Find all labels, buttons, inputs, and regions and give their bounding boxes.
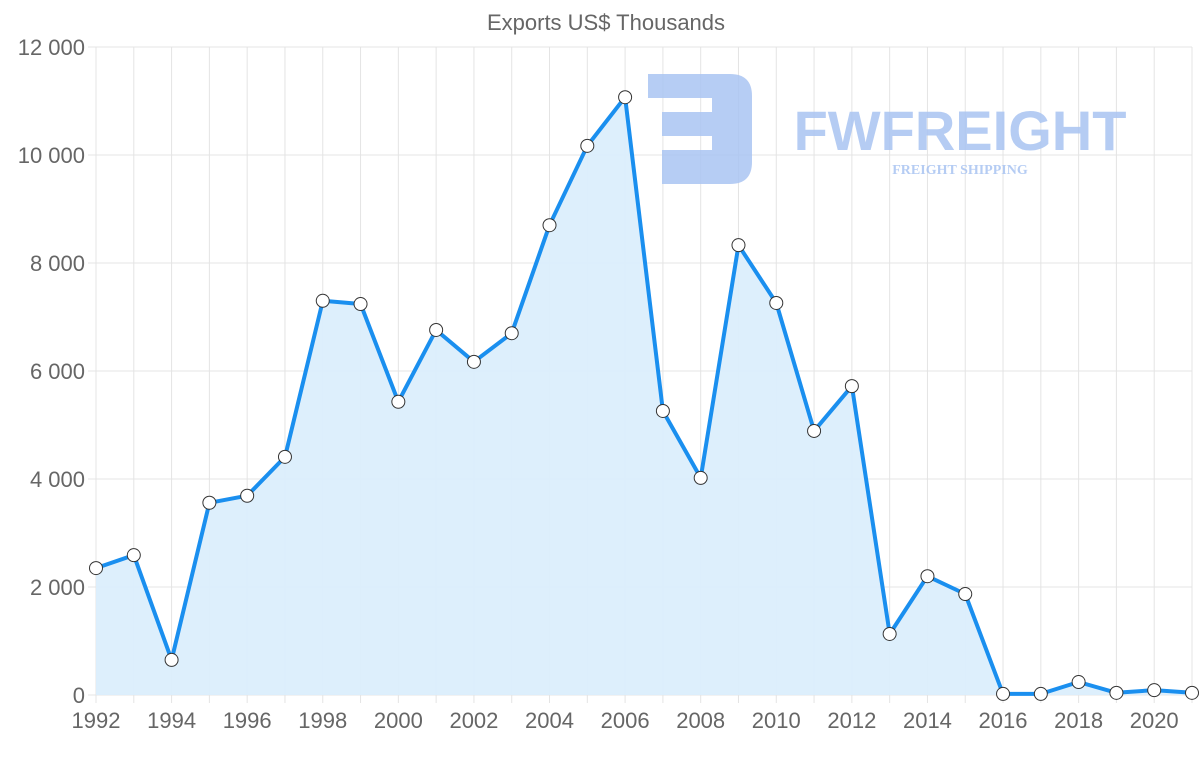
- data-point: [315, 293, 330, 308]
- data-point: [882, 626, 897, 641]
- data-point: [240, 488, 255, 503]
- x-tick-label: 1998: [298, 708, 347, 733]
- data-point: [844, 379, 859, 394]
- x-tick-label: 2000: [374, 708, 423, 733]
- data-point: [958, 587, 973, 602]
- x-tick-label: 1994: [147, 708, 196, 733]
- x-tick-label: 2002: [449, 708, 498, 733]
- chart-title: Exports US$ Thousands: [487, 10, 725, 35]
- x-tick-label: 1996: [223, 708, 272, 733]
- data-point: [580, 138, 595, 153]
- data-point: [542, 218, 557, 233]
- svg-text:FREIGHT SHIPPING: FREIGHT SHIPPING: [892, 163, 1028, 178]
- data-point: [996, 686, 1011, 701]
- data-point: [769, 295, 784, 310]
- data-point: [1185, 685, 1199, 700]
- y-tick-label: 8 000: [30, 251, 85, 276]
- x-tick-label: 2014: [903, 708, 952, 733]
- data-point: [1071, 675, 1086, 690]
- x-tick-label: 2020: [1130, 708, 1179, 733]
- y-tick-label: 4 000: [30, 467, 85, 492]
- x-tick-label: 2006: [601, 708, 650, 733]
- svg-text:FWFREIGHT: FWFREIGHT: [794, 99, 1127, 162]
- x-tick-label: 2018: [1054, 708, 1103, 733]
- series: [89, 90, 1199, 701]
- x-tick-label: 2004: [525, 708, 574, 733]
- data-point: [618, 90, 633, 105]
- y-tick-label: 12 000: [18, 35, 85, 60]
- data-point: [164, 652, 179, 667]
- data-point: [920, 569, 935, 584]
- y-tick-label: 2 000: [30, 575, 85, 600]
- x-tick-label: 2010: [752, 708, 801, 733]
- data-point: [126, 548, 141, 563]
- data-point: [1109, 685, 1124, 700]
- data-point: [807, 423, 822, 438]
- x-axis: 1992 1994 1996 1998 2000 2002 2004 2006 2008 2010…: [72, 708, 1179, 733]
- x-tick-label: 2016: [979, 708, 1028, 733]
- y-axis: 0 2 000 4 000 6 000 8 000 10 000 12 000: [18, 35, 85, 708]
- data-point: [504, 326, 519, 341]
- series-area: [96, 97, 1192, 695]
- data-point: [1147, 683, 1162, 698]
- data-point: [1033, 686, 1048, 701]
- x-tick-label: 1992: [72, 708, 121, 733]
- data-point: [731, 238, 746, 253]
- data-point: [693, 470, 708, 485]
- data-point: [391, 394, 406, 409]
- data-point: [277, 449, 292, 464]
- x-tick-label: 2012: [827, 708, 876, 733]
- y-tick-label: 10 000: [18, 143, 85, 168]
- watermark-logo: FWFREIGHT FREIGHT SHIPPING: [648, 74, 1126, 184]
- data-point: [466, 354, 481, 369]
- data-point: [353, 297, 368, 312]
- x-tick-label: 2008: [676, 708, 725, 733]
- y-tick-label: 6 000: [30, 359, 85, 384]
- data-point: [89, 561, 103, 576]
- y-tick-label: 0: [73, 683, 85, 708]
- data-point: [202, 495, 217, 510]
- data-point: [429, 322, 444, 337]
- data-point: [655, 403, 670, 418]
